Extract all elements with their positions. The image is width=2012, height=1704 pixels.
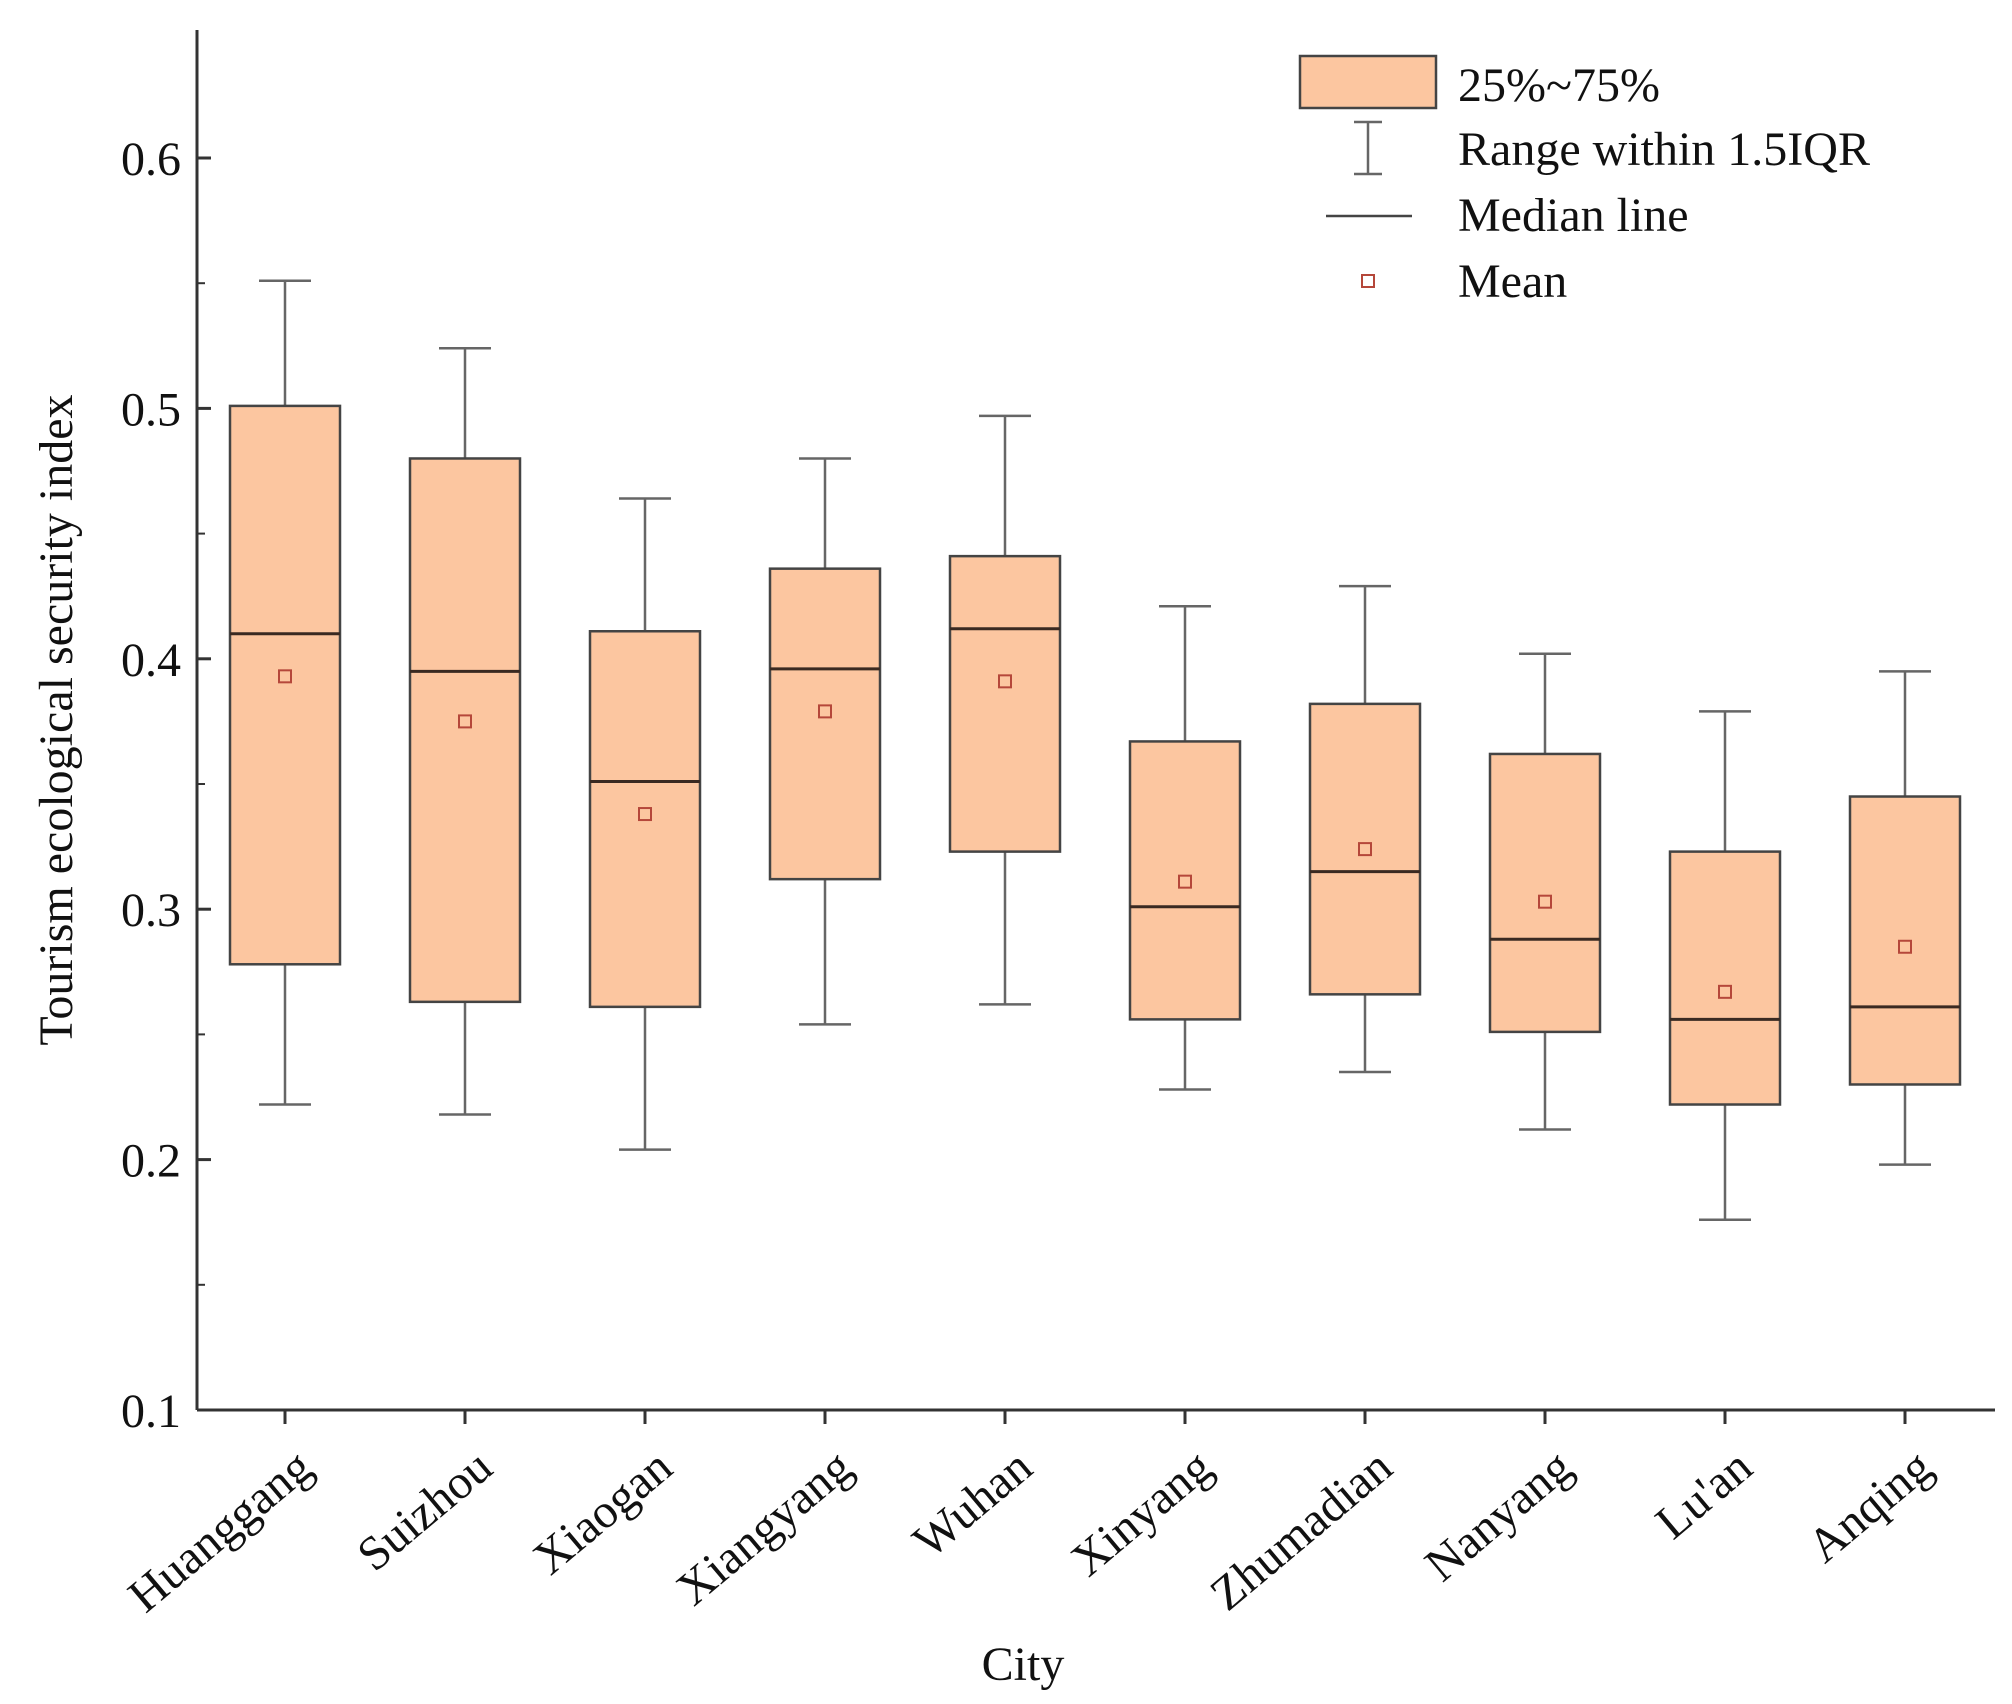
x-category-label: Suizhou — [347, 1440, 502, 1582]
legend-mean-label: Mean — [1458, 255, 1567, 308]
box-group — [1848, 670, 1962, 1166]
iqr-box — [948, 554, 1062, 853]
x-category-label: Nanyang — [1415, 1440, 1582, 1592]
x-category-label: Huanggang — [118, 1440, 322, 1623]
legend-whisker-icon — [1354, 120, 1382, 176]
y-axis-title: Tourism ecological security index — [30, 394, 83, 1045]
y-tick-label: 0.4 — [121, 634, 181, 687]
x-category-label: Xiangyang — [667, 1440, 862, 1616]
y-tick-label: 0.1 — [121, 1385, 181, 1438]
box-group — [768, 457, 882, 1026]
box-group — [228, 279, 342, 1106]
box-group — [948, 414, 1062, 1006]
iqr-box — [1668, 850, 1782, 1106]
legend-mean-icon — [1361, 274, 1375, 288]
mean-marker — [1898, 939, 1912, 954]
mean-marker — [1358, 842, 1372, 857]
box-series — [228, 279, 1962, 1221]
x-category-label: Lu'an — [1646, 1440, 1762, 1550]
x-category-label: Xiaogan — [523, 1440, 682, 1585]
mean-marker — [1178, 874, 1192, 889]
iqr-box — [408, 457, 522, 1004]
x-category-label: Xinyang — [1061, 1440, 1222, 1587]
y-tick-label: 0.3 — [121, 884, 181, 937]
mean-marker — [458, 714, 472, 729]
x-axis-title: City — [982, 1638, 1065, 1691]
legend-iqr-label: 25%~75% — [1458, 59, 1660, 112]
x-category-label: Zhumadian — [1201, 1440, 1403, 1621]
mean-marker — [818, 704, 832, 719]
box-group — [1128, 604, 1242, 1091]
box-group — [1488, 652, 1602, 1131]
legend-median-label: Median line — [1458, 189, 1689, 242]
x-category-label: Anqing — [1798, 1440, 1942, 1573]
box-group — [1668, 710, 1782, 1221]
iqr-box — [1308, 702, 1422, 996]
y-tick-label: 0.6 — [121, 133, 181, 186]
box-group — [1308, 584, 1422, 1074]
mean-marker — [1718, 984, 1732, 999]
y-tick-label: 0.5 — [121, 383, 181, 436]
legend-whisker-label: Range within 1.5IQR — [1458, 123, 1870, 176]
box-group — [408, 347, 522, 1116]
y-tick-label: 0.2 — [121, 1135, 181, 1188]
legend: 25%~75% Range within 1.5IQR Median line … — [1298, 54, 1870, 308]
iqr-box — [1848, 795, 1962, 1086]
iqr-box — [768, 567, 882, 881]
box-group — [588, 497, 702, 1151]
mean-marker — [278, 669, 292, 684]
mean-marker — [638, 807, 652, 822]
y-axis-ticks: 0.1 0.2 0.3 0.4 0.5 0.6 — [121, 133, 211, 1438]
x-category-label: Wuhan — [903, 1440, 1042, 1568]
iqr-box — [1488, 752, 1602, 1034]
legend-iqr-swatch — [1298, 54, 1438, 110]
mean-marker — [1538, 894, 1552, 909]
iqr-box — [1128, 740, 1242, 1021]
mean-marker — [998, 674, 1012, 689]
iqr-box — [228, 404, 342, 966]
